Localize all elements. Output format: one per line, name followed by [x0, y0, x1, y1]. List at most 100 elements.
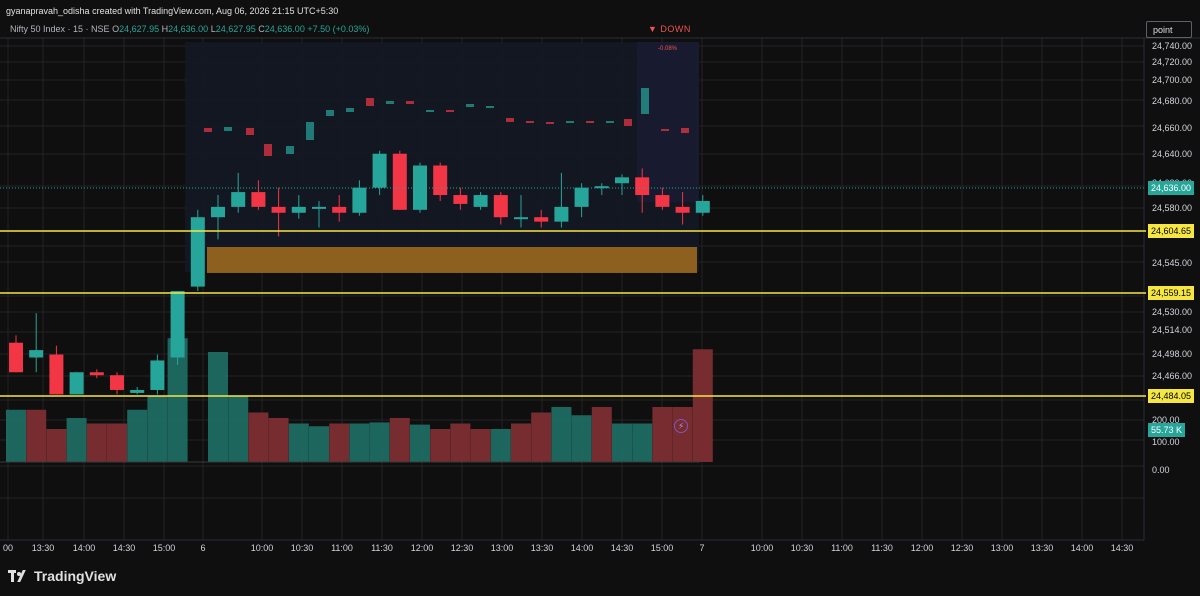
time-axis-label: 14:00 — [73, 543, 96, 553]
time-axis-label: 14:30 — [611, 543, 634, 553]
volume-bar — [410, 424, 430, 462]
last-price-tag: 24,636.00 — [1148, 181, 1195, 195]
overlay-candle — [466, 104, 474, 107]
candle-body — [615, 177, 629, 184]
volume-bar — [450, 423, 471, 462]
volume-bar — [6, 409, 26, 462]
volume-bar — [531, 412, 552, 462]
volume-bar — [692, 349, 713, 462]
candle-body — [655, 195, 670, 207]
time-axis-label: 15:00 — [153, 543, 176, 553]
volume-bar — [632, 423, 653, 462]
time-axis-label: 7 — [699, 543, 704, 553]
overlay-candle — [681, 128, 689, 133]
time-axis-label: 12:30 — [951, 543, 974, 553]
candle-body — [150, 360, 165, 390]
overlay-candle — [566, 121, 574, 123]
candle-body — [473, 195, 488, 207]
time-axis-label: 12:00 — [411, 543, 434, 553]
candle-body — [534, 217, 549, 222]
volume-bar — [511, 423, 531, 462]
low-label: L — [210, 24, 216, 34]
price-axis-label: 24,740.00 — [1152, 41, 1192, 51]
time-axis-label: 15:00 — [651, 543, 674, 553]
time-axis-label: 10:30 — [791, 543, 814, 553]
volume-bar — [309, 426, 329, 462]
overlay-candle — [306, 122, 314, 140]
volume-bar — [470, 429, 491, 462]
level-tag-2: 24,559.15 — [1148, 286, 1195, 300]
close-label: C — [258, 24, 265, 34]
lightning-icon[interactable]: ⚡ — [674, 419, 688, 433]
overlay-candle — [286, 146, 294, 154]
volume-bar — [369, 422, 390, 462]
time-axis-label: 00 — [3, 543, 13, 553]
overlay-candle — [406, 101, 414, 104]
candle-body — [493, 195, 508, 218]
candle-body — [352, 187, 367, 213]
overlay-candle — [326, 110, 334, 116]
candle-body — [9, 342, 23, 373]
volume-bar — [288, 423, 309, 462]
volume-bar — [652, 407, 673, 462]
time-axis-label: 11:00 — [331, 543, 353, 553]
price-axis-label: 24,720.00 — [1152, 57, 1192, 67]
candle-body — [312, 206, 326, 209]
overlay-candle — [386, 101, 394, 104]
volume-bar — [551, 407, 572, 462]
candle-body — [291, 206, 306, 213]
price-axis-label: 24,498.00 — [1152, 349, 1192, 359]
overlay-panel — [185, 42, 699, 272]
candle-body — [170, 291, 185, 358]
candle-body — [110, 375, 124, 390]
time-axis-label: 13:00 — [491, 543, 514, 553]
volume-bar — [208, 352, 228, 462]
volume-bar — [127, 409, 148, 462]
time-axis-label: 13:00 — [991, 543, 1014, 553]
price-axis-label: 24,514.00 — [1152, 325, 1192, 335]
volume-bar — [26, 409, 47, 462]
time-axis-label: 10:00 — [751, 543, 774, 553]
symbol-legend: Nifty 50 Index · 15 · NSE O24,627.95 H24… — [10, 24, 369, 34]
price-axis-label: 100.00 — [1152, 437, 1180, 447]
overlay-candle — [204, 128, 212, 132]
candle-body — [453, 195, 468, 204]
high-value: 24,636.00 — [168, 24, 209, 34]
overlay-forecast-zone — [637, 42, 699, 202]
brand-name: TradingView — [34, 568, 117, 584]
candle-body — [29, 350, 44, 358]
candle-body — [271, 206, 286, 213]
price-axis-label: 24,466.00 — [1152, 371, 1192, 381]
time-axis-label: 11:00 — [831, 543, 853, 553]
time-axis-label: 12:00 — [911, 543, 934, 553]
overlay-candle — [624, 119, 632, 126]
volume-bar — [147, 396, 168, 462]
signal-percent: -0.08% — [658, 46, 678, 52]
time-axis-label: 6 — [200, 543, 205, 553]
candle-body — [594, 186, 609, 189]
candle-body — [635, 177, 650, 196]
time-axis-label: 13:30 — [32, 543, 55, 553]
overlay-candle — [586, 121, 594, 123]
time-axis-label: 10:00 — [251, 543, 274, 553]
candle-body — [675, 206, 690, 213]
candle-body — [231, 192, 246, 207]
level-tag-3: 24,484.05 — [1148, 389, 1195, 403]
candle-body — [392, 153, 407, 210]
volume-bar — [389, 418, 410, 462]
price-axis-label: 24,680.00 — [1152, 96, 1192, 106]
candle-body — [69, 372, 84, 395]
volume-bar — [430, 429, 451, 462]
time-axis-label: 14:00 — [571, 543, 594, 553]
volume-bar — [612, 423, 632, 462]
close-value: 24,636.00 — [264, 24, 305, 34]
symbol-name[interactable]: Nifty 50 Index · 15 · NSE — [10, 24, 110, 34]
overlay-candle — [506, 118, 514, 122]
open-label: O — [112, 24, 120, 34]
volume-bar — [107, 423, 127, 462]
price-axis-label: 200.00 — [1152, 415, 1180, 425]
scale-mode-button[interactable]: point — [1146, 21, 1192, 38]
volume-bar — [167, 338, 188, 462]
author-line: gyanapravah_odisha created with TradingV… — [6, 6, 339, 16]
